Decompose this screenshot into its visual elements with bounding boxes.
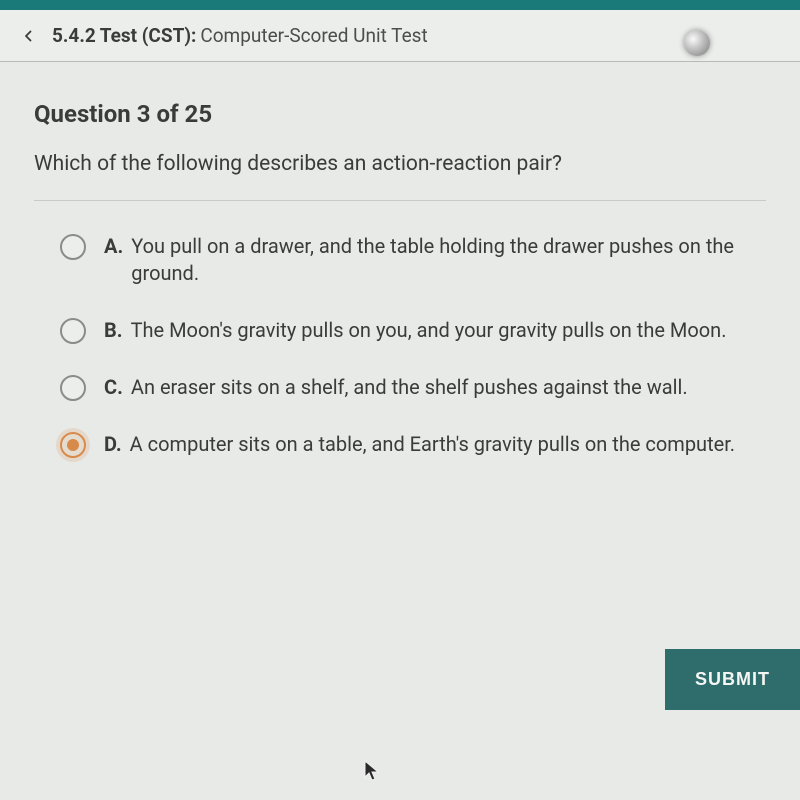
- title-label: Test (CST):: [100, 24, 197, 47]
- back-icon[interactable]: [20, 27, 38, 45]
- option-text: An eraser sits on a shelf, and the shelf…: [131, 374, 688, 401]
- option-c[interactable]: C. An eraser sits on a shelf, and the sh…: [60, 374, 766, 401]
- test-window: 5.4.2 Test (CST): Computer-Scored Unit T…: [0, 10, 800, 800]
- question-prompt: Which of the following describes an acti…: [34, 150, 766, 178]
- option-letter: C.: [104, 374, 123, 401]
- option-letter: D.: [104, 431, 122, 458]
- question-content: Question 3 of 25 Which of the following …: [0, 62, 800, 458]
- option-d[interactable]: D. A computer sits on a table, and Earth…: [60, 431, 766, 458]
- title-subtitle: Computer-Scored Unit Test: [200, 24, 427, 47]
- submit-area: SUBMIT: [665, 649, 800, 710]
- divider: [34, 200, 766, 201]
- cursor-icon: [364, 760, 380, 782]
- title-code: 5.4.2: [52, 24, 96, 47]
- submit-button[interactable]: SUBMIT: [665, 649, 800, 710]
- option-b[interactable]: B. The Moon's gravity pulls on you, and …: [60, 317, 766, 344]
- radio-d[interactable]: [60, 432, 86, 458]
- titlebar: 5.4.2 Test (CST): Computer-Scored Unit T…: [0, 10, 800, 62]
- radio-a[interactable]: [60, 234, 86, 260]
- option-a[interactable]: A. You pull on a drawer, and the table h…: [60, 233, 766, 287]
- radio-c[interactable]: [60, 375, 86, 401]
- option-text: You pull on a drawer, and the table hold…: [131, 233, 766, 287]
- option-letter: A.: [104, 233, 123, 260]
- option-text: The Moon's gravity pulls on you, and you…: [131, 317, 727, 344]
- option-letter: B.: [104, 317, 123, 344]
- options-list: A. You pull on a drawer, and the table h…: [34, 233, 766, 458]
- option-text: A computer sits on a table, and Earth's …: [130, 431, 735, 458]
- question-number: Question 3 of 25: [34, 100, 766, 128]
- camera-indicator: [684, 30, 710, 56]
- radio-b[interactable]: [60, 318, 86, 344]
